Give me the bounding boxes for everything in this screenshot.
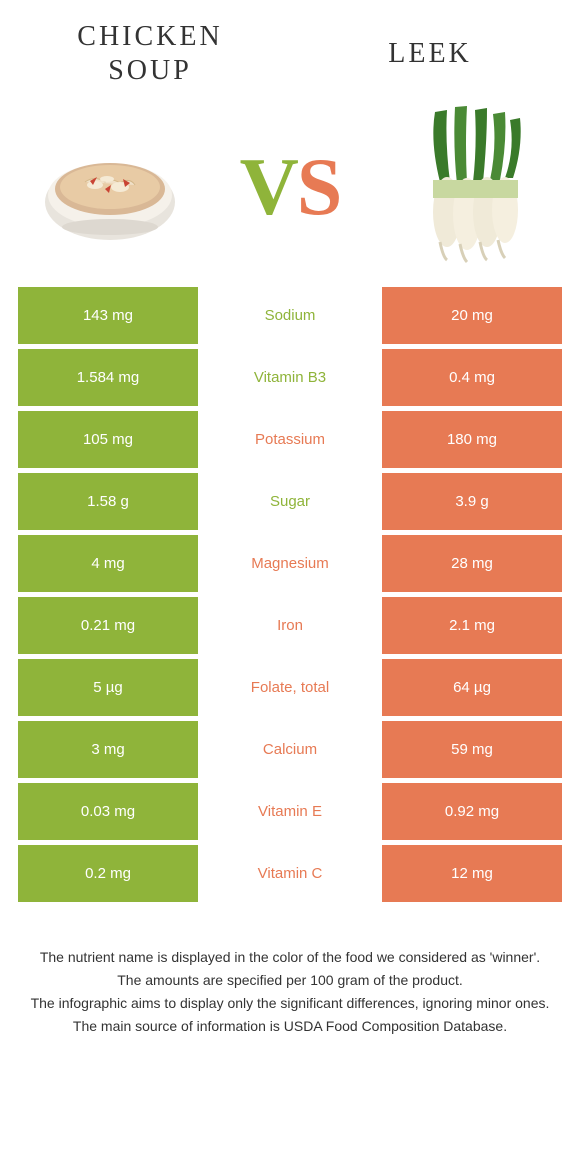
right-value-cell: 12 mg	[382, 845, 562, 902]
right-value-cell: 20 mg	[382, 287, 562, 344]
footnote-line: The main source of information is USDA F…	[30, 1016, 550, 1037]
table-row: 4 mgMagnesium28 mg	[18, 535, 562, 592]
nutrient-table: 143 mgSodium20 mg1.584 mgVitamin B30.4 m…	[0, 287, 580, 902]
right-value-cell: 28 mg	[382, 535, 562, 592]
right-food-image	[390, 107, 550, 267]
footnote-line: The infographic aims to display only the…	[30, 993, 550, 1014]
right-value-cell: 180 mg	[382, 411, 562, 468]
left-value-cell: 0.2 mg	[18, 845, 198, 902]
left-value-cell: 4 mg	[18, 535, 198, 592]
vs-label: VS	[240, 140, 341, 234]
footnotes: The nutrient name is displayed in the co…	[0, 907, 580, 1037]
nutrient-name-cell: Folate, total	[198, 659, 382, 716]
table-row: 1.584 mgVitamin B30.4 mg	[18, 349, 562, 406]
right-value-cell: 59 mg	[382, 721, 562, 778]
left-value-cell: 0.03 mg	[18, 783, 198, 840]
right-food-title: Leek	[320, 37, 540, 71]
left-value-cell: 1.584 mg	[18, 349, 198, 406]
table-row: 0.2 mgVitamin C12 mg	[18, 845, 562, 902]
right-value-cell: 0.92 mg	[382, 783, 562, 840]
left-value-cell: 143 mg	[18, 287, 198, 344]
nutrient-name-cell: Sodium	[198, 287, 382, 344]
table-row: 0.21 mgIron2.1 mg	[18, 597, 562, 654]
footnote-line: The amounts are specified per 100 gram o…	[30, 970, 550, 991]
nutrient-name-cell: Vitamin E	[198, 783, 382, 840]
left-value-cell: 1.58 g	[18, 473, 198, 530]
table-row: 105 mgPotassium180 mg	[18, 411, 562, 468]
nutrient-name-cell: Vitamin C	[198, 845, 382, 902]
nutrient-name-cell: Vitamin B3	[198, 349, 382, 406]
table-row: 143 mgSodium20 mg	[18, 287, 562, 344]
footnote-line: The nutrient name is displayed in the co…	[30, 947, 550, 968]
soup-bowl-icon	[35, 127, 185, 247]
nutrient-name-cell: Potassium	[198, 411, 382, 468]
leek-icon	[395, 102, 545, 272]
nutrient-name-cell: Magnesium	[198, 535, 382, 592]
right-value-cell: 2.1 mg	[382, 597, 562, 654]
images-row: VS	[0, 97, 580, 287]
header: Chicken soup Leek	[0, 0, 580, 97]
nutrient-name-cell: Iron	[198, 597, 382, 654]
nutrient-name-cell: Calcium	[198, 721, 382, 778]
left-value-cell: 105 mg	[18, 411, 198, 468]
left-value-cell: 3 mg	[18, 721, 198, 778]
table-row: 5 µgFolate, total64 µg	[18, 659, 562, 716]
nutrient-name-cell: Sugar	[198, 473, 382, 530]
table-row: 0.03 mgVitamin E0.92 mg	[18, 783, 562, 840]
table-row: 3 mgCalcium59 mg	[18, 721, 562, 778]
left-value-cell: 5 µg	[18, 659, 198, 716]
left-food-image	[30, 107, 190, 267]
left-value-cell: 0.21 mg	[18, 597, 198, 654]
table-row: 1.58 gSugar3.9 g	[18, 473, 562, 530]
right-value-cell: 0.4 mg	[382, 349, 562, 406]
left-food-title: Chicken soup	[40, 20, 260, 87]
right-value-cell: 64 µg	[382, 659, 562, 716]
right-value-cell: 3.9 g	[382, 473, 562, 530]
